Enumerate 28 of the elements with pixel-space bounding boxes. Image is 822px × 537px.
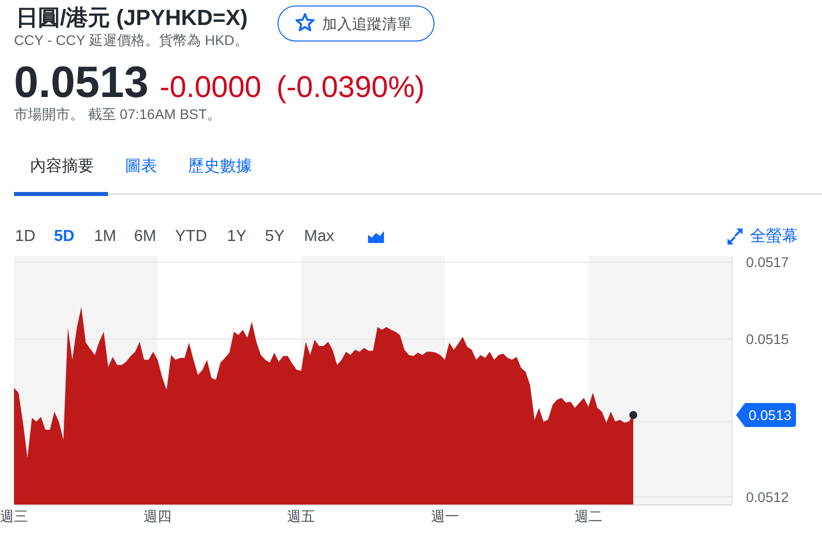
x-tick-label: 週三	[0, 508, 28, 524]
text: -0.0000	[160, 71, 262, 104]
text: 5Y	[265, 228, 285, 245]
x-tick-label: 週二	[574, 508, 602, 524]
text: (-0.0390%)	[276, 71, 425, 104]
y-tick-label: 0.0512	[746, 488, 790, 505]
x-tick-label: 週五	[287, 508, 316, 524]
y-tick-label: 0.0517	[746, 254, 790, 270]
text: 0.0513	[14, 58, 149, 107]
text: YTD	[175, 228, 207, 245]
text: 5D	[54, 228, 74, 245]
y-tick-label: 0.0515	[746, 330, 790, 347]
text: Max	[304, 228, 334, 245]
text: 1M	[94, 228, 116, 245]
x-tick-label: 週一	[430, 508, 459, 524]
text: 6M	[134, 228, 156, 245]
text: 歷史數據	[188, 157, 252, 175]
text: 0.0513	[748, 407, 792, 424]
text: 市場開市。 截至 07:16AM BST。	[14, 106, 221, 122]
text: 全螢幕	[750, 227, 798, 245]
text: 加入追蹤清單	[322, 16, 412, 33]
text: 內容摘要	[30, 157, 94, 175]
text: 圖表	[125, 157, 157, 175]
text: 1D	[15, 228, 36, 245]
text: 1Y	[227, 228, 247, 245]
chart-title: 日圓/港元 (JPYHKD=X)	[16, 5, 248, 30]
x-tick-label: 週四	[144, 508, 172, 524]
chart-subtitle: CCY - CCY 延遲價格。貨幣為 HKD。	[14, 32, 248, 48]
